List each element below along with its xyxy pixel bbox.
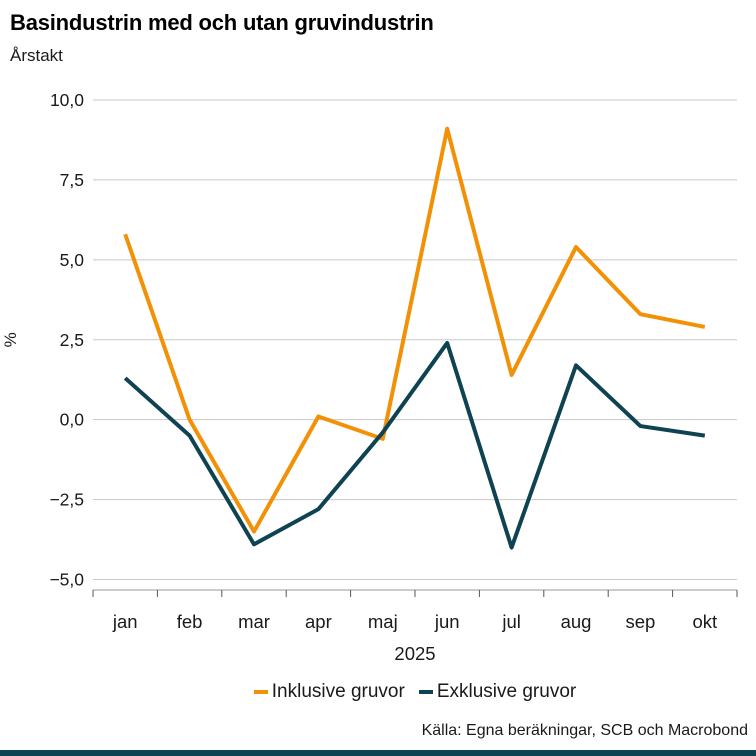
- x-tick-label: jan: [112, 611, 138, 632]
- x-tick-label: feb: [177, 611, 203, 632]
- x-tick-label: mar: [238, 611, 270, 632]
- y-tick-label: −2,5: [49, 490, 84, 510]
- legend-item-inklusive: Inklusive gruvor: [253, 681, 405, 703]
- y-tick-label: 2,5: [60, 330, 84, 350]
- x-tick-label: aug: [561, 611, 592, 632]
- footer-bar: [0, 750, 756, 756]
- x-tick-label: sep: [625, 611, 655, 632]
- y-axis-label: %: [1, 332, 20, 347]
- legend-label-inklusive: Inklusive gruvor: [271, 681, 405, 702]
- source-note: Källa: Egna beräkningar, SCB och Macrobo…: [421, 722, 748, 739]
- x-tick-label: maj: [368, 611, 398, 632]
- y-tick-label: 0,0: [60, 410, 85, 430]
- series-line-exklusive-gruvor: [123, 340, 706, 550]
- legend: Inklusive gruvor Exklusive gruvor: [93, 679, 737, 705]
- x-tick-label: jul: [501, 611, 521, 632]
- legend-swatch-inklusive: [253, 690, 268, 694]
- x-tick-label: jun: [434, 611, 460, 632]
- series-line-inklusive-gruvor: [123, 126, 706, 534]
- legend-item-exklusive: Exklusive gruvor: [418, 681, 577, 703]
- y-tick-label: −5,0: [49, 570, 84, 590]
- y-tick-label: 10,0: [50, 90, 84, 110]
- x-year-label: 2025: [394, 643, 435, 664]
- y-tick-label: 5,0: [60, 250, 85, 270]
- chart-title: Basindustrin med och utan gruvindustrin: [10, 10, 434, 35]
- x-tick-label: apr: [305, 611, 332, 632]
- legend-label-exklusive: Exklusive gruvor: [436, 681, 577, 702]
- chart-subtitle: Årstakt: [10, 46, 63, 65]
- y-tick-label: 7,5: [60, 170, 84, 190]
- legend-swatch-exklusive: [418, 690, 433, 694]
- x-tick-label: okt: [692, 611, 717, 632]
